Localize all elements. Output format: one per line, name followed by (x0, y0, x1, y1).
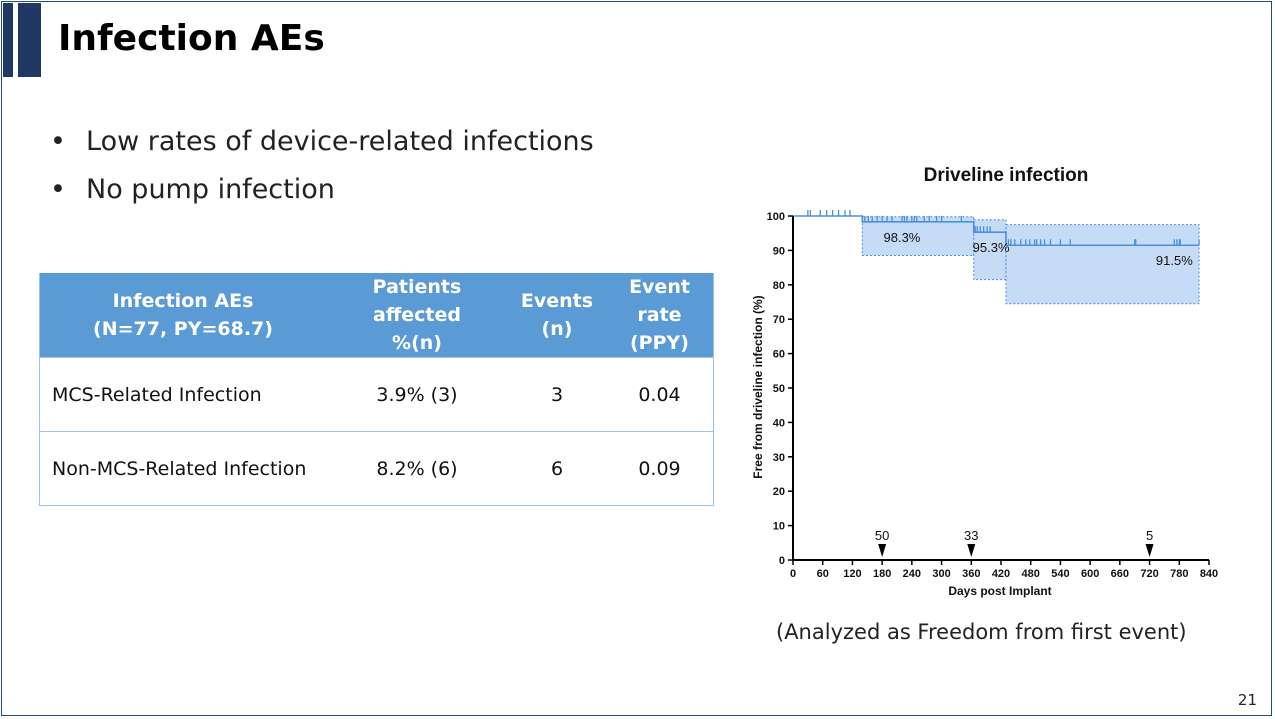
x-tick-label: 240 (903, 568, 921, 580)
table-cell: 0.09 (606, 431, 714, 506)
x-tick-label: 180 (873, 568, 891, 580)
header-line: (N=77, PY=68.7) (93, 318, 273, 340)
header-events: Events (n) (508, 273, 606, 358)
x-axis-label: Days post Implant (948, 584, 1051, 598)
x-tick-label: 360 (962, 568, 980, 580)
x-tick-label: 840 (1200, 568, 1218, 580)
table-row: MCS-Related Infection 3.9% (3) 3 0.04 (39, 357, 714, 432)
km-chart: Driveline infection 01020304050607080901… (751, 165, 1219, 598)
title-accent-bar-wide (18, 3, 41, 77)
x-tick-label: 540 (1051, 568, 1069, 580)
page-number: 21 (1237, 691, 1257, 709)
y-tick-label: 80 (773, 280, 785, 292)
header-infection-aes: Infection AEs (N=77, PY=68.7) (39, 273, 326, 358)
confidence-band (861, 216, 1200, 305)
y-tick-label: 70 (773, 314, 785, 326)
x-tick-label: 0 (790, 568, 796, 580)
at-risk-count: 50 (875, 528, 889, 543)
table-cell: 6 (508, 431, 606, 506)
y-tick-label: 40 (773, 417, 785, 429)
x-tick-label: 300 (932, 568, 950, 580)
table-cell: Non-MCS-Related Infection (39, 431, 326, 506)
y-tick-label: 60 (773, 349, 785, 361)
x-tick-label: 480 (1022, 568, 1040, 580)
bullet-list: Low rates of device-related infections N… (50, 122, 594, 218)
header-patients-affected: Patients affected %(n) (326, 273, 508, 358)
table-cell: 3 (508, 357, 606, 432)
header-line: %(n) (392, 332, 442, 354)
at-risk-count: 5 (1146, 528, 1153, 543)
table-cell: 3.9% (3) (326, 357, 508, 432)
table-row: Non-MCS-Related Infection 8.2% (6) 6 0.0… (39, 431, 714, 506)
survival-value-label: 98.3% (884, 230, 921, 245)
header-line: Patients affected (372, 276, 462, 326)
table-cell: 8.2% (6) (326, 431, 508, 506)
x-tick-label: 780 (1170, 568, 1188, 580)
y-tick-label: 30 (773, 452, 785, 464)
x-tick-label: 120 (843, 568, 861, 580)
header-line: Events (520, 290, 594, 312)
survival-step-line (793, 215, 1200, 247)
header-line: Event rate (629, 276, 690, 326)
title-accent-bar (3, 3, 13, 77)
x-tick-label: 60 (817, 568, 829, 580)
header-event-rate: Event rate (PPY) (606, 273, 714, 358)
at-risk-arrow-icon (878, 544, 887, 557)
table-header-row: Infection AEs (N=77, PY=68.7) Patients a… (39, 273, 714, 358)
x-tick-label: 600 (1081, 568, 1099, 580)
survival-value-label: 91.5% (1156, 253, 1193, 268)
header-line: (n) (541, 318, 573, 340)
y-tick-label: 20 (773, 486, 785, 498)
y-tick-label: 100 (767, 211, 785, 223)
table-cell: MCS-Related Infection (39, 357, 326, 432)
ci-band-segment (1005, 224, 1200, 305)
bullet-item: Low rates of device-related infections (50, 122, 594, 170)
y-axis-label: Free from driveline infection (%) (751, 295, 765, 478)
at-risk-count: 33 (964, 528, 978, 543)
x-tick-label: 720 (1140, 568, 1158, 580)
y-tick-label: 90 (773, 245, 785, 257)
x-tick-label: 660 (1111, 568, 1129, 580)
y-tick-label: 10 (773, 521, 785, 533)
at-risk-arrow-icon (1145, 544, 1154, 557)
table-cell: 0.04 (606, 357, 714, 432)
ci-band-segment (861, 216, 975, 257)
y-tick-label: 50 (773, 383, 785, 395)
survival-curve (793, 210, 1200, 247)
slide-title: Infection AEs (58, 18, 325, 59)
chart-title: Driveline infection (924, 165, 1089, 186)
annotations: 98.3% 95.3% 91.5% 50 33 5 (875, 230, 1193, 557)
survival-value-label: 95.3% (973, 240, 1010, 255)
x-tick-label: 420 (992, 568, 1010, 580)
infection-ae-table: Infection AEs (N=77, PY=68.7) Patients a… (39, 273, 714, 506)
y-tick-label: 0 (779, 555, 785, 567)
analysis-note: (Analyzed as Freedom from first event) (776, 620, 1187, 644)
bullet-item: No pump infection (50, 170, 594, 218)
header-line: Infection AEs (112, 290, 254, 312)
axes: 0 10 20 30 40 50 60 70 80 90 100 0 60 120 180 240 300 360… (767, 211, 1219, 580)
header-line: (PPY) (630, 332, 689, 354)
at-risk-arrow-icon (967, 544, 976, 557)
